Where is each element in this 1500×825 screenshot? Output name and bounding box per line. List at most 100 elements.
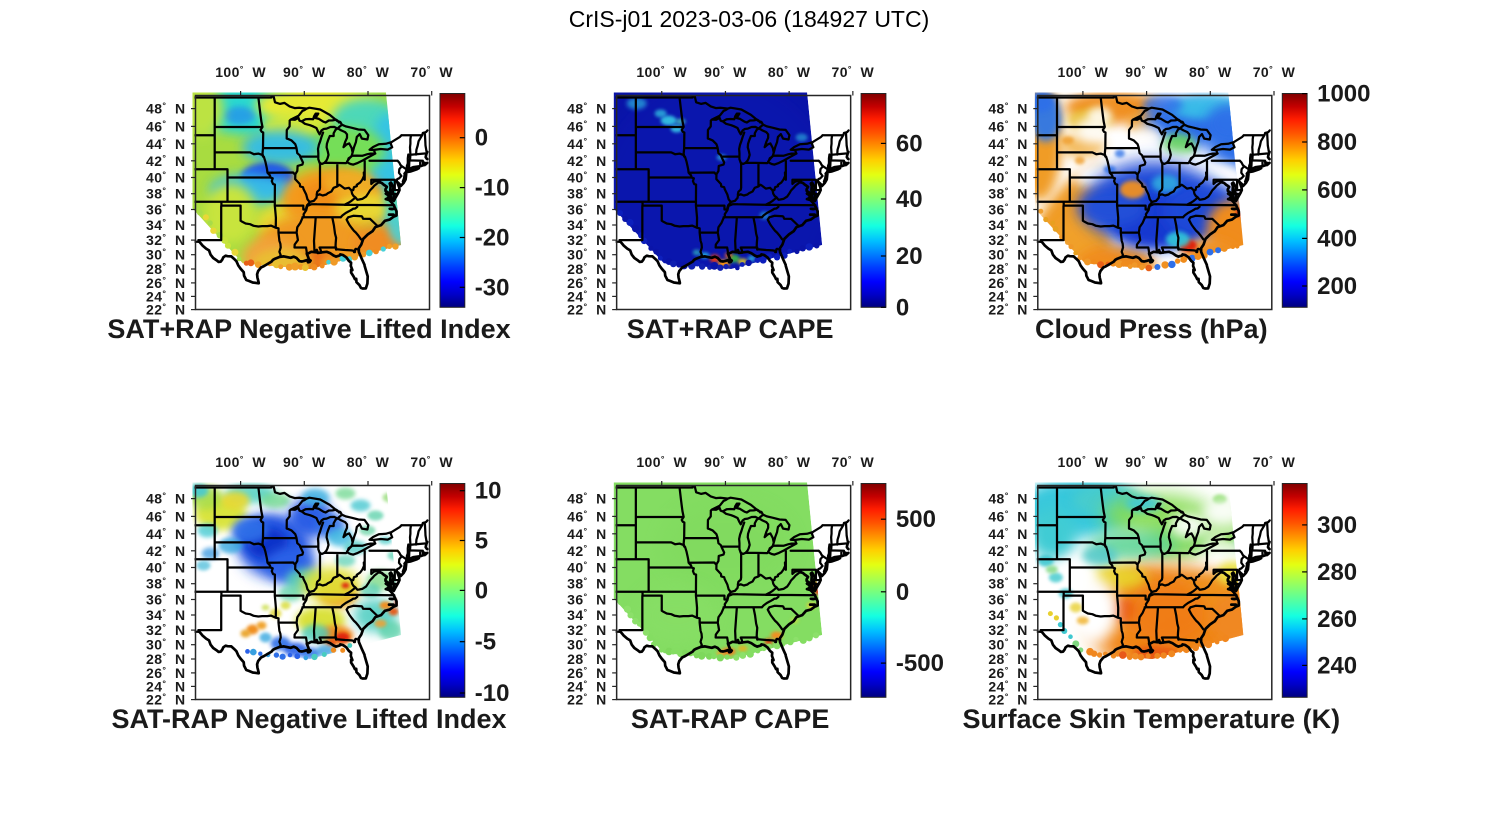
svg-text:36° N: 36° N (567, 202, 606, 218)
svg-text:280: 280 (1317, 559, 1357, 586)
svg-text:46° N: 46° N (567, 508, 606, 524)
svg-text:36° N: 36° N (146, 592, 185, 608)
svg-text:48° N: 48° N (567, 491, 606, 507)
svg-text:34° N: 34° N (146, 607, 185, 623)
svg-text:32° N: 32° N (146, 622, 185, 638)
svg-text:30° N: 30° N (146, 637, 185, 653)
svg-text:46° N: 46° N (146, 118, 185, 134)
svg-text:26° N: 26° N (567, 275, 606, 291)
svg-text:-30: -30 (475, 274, 510, 301)
svg-text:32° N: 32° N (567, 232, 606, 248)
svg-text:24° N: 24° N (988, 288, 1027, 304)
svg-text:22° N: 22° N (567, 302, 606, 318)
svg-text:28° N: 28° N (146, 261, 185, 277)
svg-text:22° N: 22° N (988, 692, 1027, 708)
svg-text:0: 0 (896, 579, 909, 606)
svg-text:28° N: 28° N (146, 651, 185, 667)
svg-text:48° N: 48° N (146, 491, 185, 507)
svg-text:22° N: 22° N (146, 302, 185, 318)
svg-text:42° N: 42° N (567, 153, 606, 169)
svg-text:24° N: 24° N (567, 678, 606, 694)
svg-text:100° W: 100° W (215, 454, 266, 470)
svg-text:100° W: 100° W (636, 454, 687, 470)
svg-text:100° W: 100° W (1058, 454, 1109, 470)
svg-text:500: 500 (896, 506, 936, 533)
svg-text:-5: -5 (475, 629, 496, 656)
svg-text:-500: -500 (896, 650, 944, 677)
svg-text:80° W: 80° W (1189, 454, 1232, 470)
svg-text:32° N: 32° N (988, 622, 1027, 638)
svg-text:28° N: 28° N (988, 261, 1027, 277)
svg-text:22° N: 22° N (988, 302, 1027, 318)
svg-text:10: 10 (475, 478, 502, 505)
svg-text:30° N: 30° N (146, 247, 185, 263)
svg-text:46° N: 46° N (146, 508, 185, 524)
svg-text:24° N: 24° N (146, 678, 185, 694)
svg-text:38° N: 38° N (146, 576, 185, 592)
svg-text:38° N: 38° N (988, 186, 1027, 202)
svg-text:400: 400 (1317, 225, 1357, 252)
svg-text:SAT-RAP CAPE: SAT-RAP CAPE (631, 704, 830, 734)
svg-text:70° W: 70° W (410, 64, 453, 80)
svg-text:-10: -10 (475, 175, 510, 202)
svg-text:40° N: 40° N (988, 170, 1027, 186)
svg-text:44° N: 44° N (567, 526, 606, 542)
svg-text:90° W: 90° W (1125, 64, 1168, 80)
svg-text:800: 800 (1317, 129, 1357, 156)
svg-text:Cloud Press (hPa): Cloud Press (hPa) (1035, 314, 1268, 344)
svg-text:80° W: 80° W (347, 64, 390, 80)
svg-text:40° N: 40° N (146, 170, 185, 186)
svg-text:80° W: 80° W (347, 454, 390, 470)
svg-text:26° N: 26° N (146, 665, 185, 681)
svg-text:70° W: 70° W (832, 64, 875, 80)
svg-text:24° N: 24° N (988, 678, 1027, 694)
svg-text:48° N: 48° N (567, 101, 606, 117)
svg-text:48° N: 48° N (146, 101, 185, 117)
svg-text:0: 0 (475, 125, 488, 152)
svg-text:100° W: 100° W (1058, 64, 1109, 80)
svg-text:0: 0 (896, 294, 909, 321)
svg-text:42° N: 42° N (988, 543, 1027, 559)
svg-text:34° N: 34° N (988, 607, 1027, 623)
svg-text:48° N: 48° N (988, 101, 1027, 117)
svg-text:48° N: 48° N (988, 491, 1027, 507)
svg-text:90° W: 90° W (283, 64, 326, 80)
svg-text:600: 600 (1317, 177, 1357, 204)
svg-text:26° N: 26° N (567, 665, 606, 681)
svg-text:26° N: 26° N (988, 275, 1027, 291)
svg-text:30° N: 30° N (988, 247, 1027, 263)
svg-text:26° N: 26° N (988, 665, 1027, 681)
svg-text:26° N: 26° N (146, 275, 185, 291)
svg-text:0: 0 (475, 577, 488, 604)
svg-text:40° N: 40° N (146, 560, 185, 576)
svg-text:60: 60 (896, 130, 923, 157)
svg-text:70° W: 70° W (410, 454, 453, 470)
svg-text:42° N: 42° N (146, 543, 185, 559)
svg-text:-10: -10 (475, 680, 510, 707)
svg-text:100° W: 100° W (215, 64, 266, 80)
svg-text:32° N: 32° N (146, 232, 185, 248)
svg-text:90° W: 90° W (704, 454, 747, 470)
svg-text:44° N: 44° N (988, 136, 1027, 152)
svg-text:40: 40 (896, 186, 923, 213)
svg-text:44° N: 44° N (146, 526, 185, 542)
svg-text:42° N: 42° N (988, 153, 1027, 169)
svg-text:44° N: 44° N (146, 136, 185, 152)
svg-text:80° W: 80° W (768, 64, 811, 80)
svg-text:38° N: 38° N (146, 186, 185, 202)
svg-text:44° N: 44° N (988, 526, 1027, 542)
svg-text:30° N: 30° N (567, 637, 606, 653)
svg-text:SAT+RAP Negative Lifted Index: SAT+RAP Negative Lifted Index (107, 314, 510, 344)
svg-text:Surface Skin Temperature (K): Surface Skin Temperature (K) (962, 704, 1340, 734)
svg-text:28° N: 28° N (988, 651, 1027, 667)
svg-text:36° N: 36° N (988, 592, 1027, 608)
svg-text:34° N: 34° N (567, 607, 606, 623)
svg-text:70° W: 70° W (1253, 454, 1296, 470)
svg-text:70° W: 70° W (1253, 64, 1296, 80)
svg-text:22° N: 22° N (146, 692, 185, 708)
svg-text:40° N: 40° N (567, 170, 606, 186)
svg-text:38° N: 38° N (567, 186, 606, 202)
svg-text:36° N: 36° N (988, 202, 1027, 218)
svg-text:40° N: 40° N (567, 560, 606, 576)
svg-text:34° N: 34° N (988, 217, 1027, 233)
